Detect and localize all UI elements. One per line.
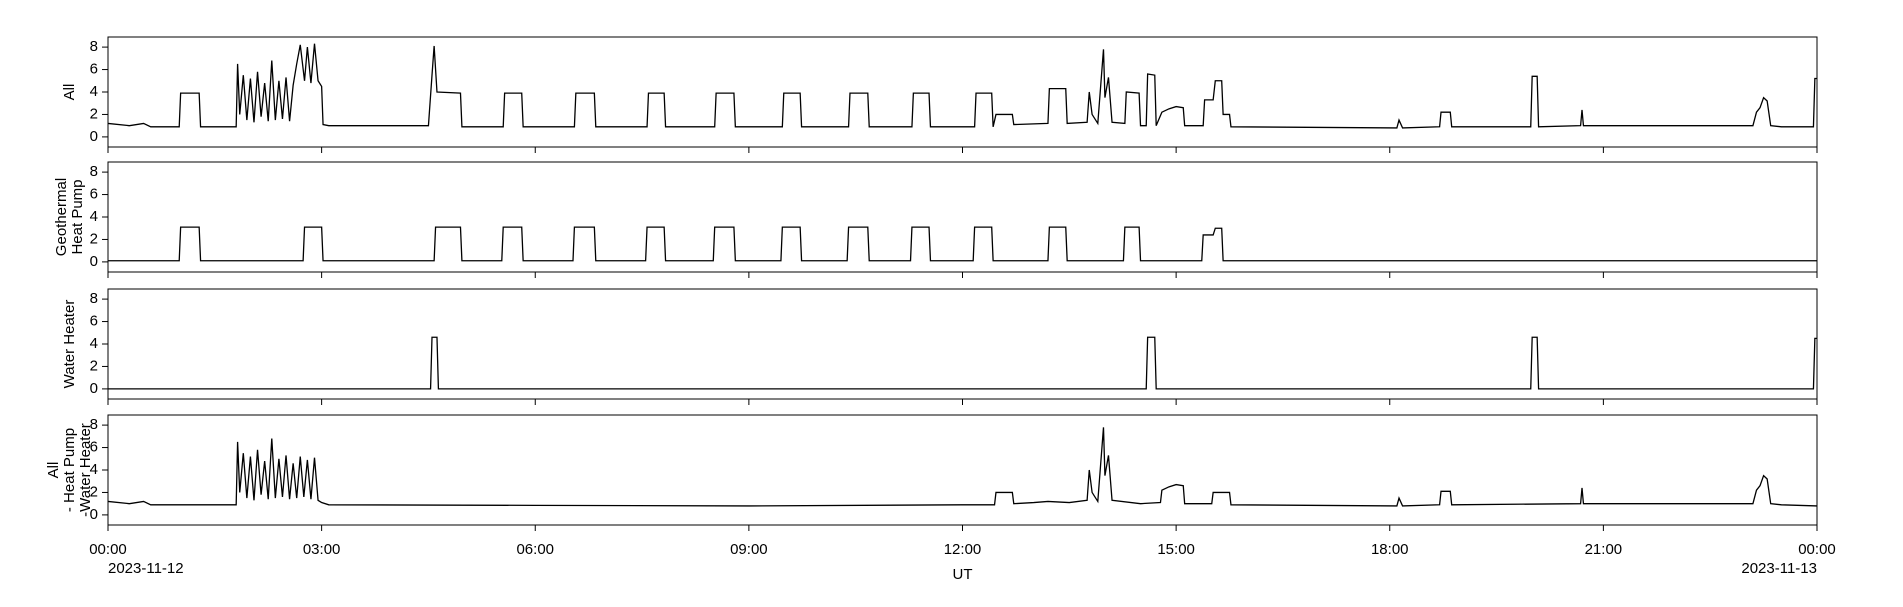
x-date-label: 2023-11-13 [1741, 560, 1817, 577]
y-tick-label: 4 [90, 335, 98, 352]
plot-frame [107, 414, 1818, 526]
plot-frame [107, 161, 1818, 273]
y-axis-label: - Heat Pump [61, 428, 78, 512]
x-tick-label: 00:00 [89, 541, 127, 558]
x-tick-label: 21:00 [1585, 541, 1623, 558]
y-tick-label: 6 [90, 186, 98, 203]
y-tick-label: 4 [90, 461, 98, 478]
x-tick-label: 18:00 [1371, 541, 1409, 558]
x-date-label: 2023-11-12 [108, 560, 184, 577]
y-tick-label: 6 [90, 61, 98, 78]
y-axis-label: All [61, 84, 78, 101]
y-tick-label: 0 [90, 380, 98, 397]
y-axis-label: Water Heater [61, 300, 78, 389]
y-tick-label: 4 [90, 208, 98, 225]
y-tick-label: 2 [90, 357, 98, 374]
y-axis-label: -Water Heater [77, 423, 94, 517]
y-tick-label: 6 [90, 313, 98, 330]
series-line [107, 427, 1818, 507]
y-axis-label: Geothermal [53, 178, 70, 256]
y-tick-label: 8 [90, 38, 98, 55]
y-tick-label: 8 [90, 416, 98, 433]
y-tick-label: 4 [90, 83, 98, 100]
y-axis-label: Heat Pump [69, 179, 86, 254]
plot-frame [107, 288, 1818, 400]
series-line [107, 43, 1817, 129]
y-tick-label: 2 [90, 483, 98, 500]
y-tick-label: 6 [90, 439, 98, 456]
x-tick-label: 03:00 [303, 541, 341, 558]
series-line [108, 226, 1817, 262]
y-tick-label: 8 [90, 290, 98, 307]
series-line [108, 336, 1817, 390]
y-tick-label: 0 [90, 253, 98, 270]
y-tick-label: 2 [90, 230, 98, 247]
x-tick-label: 09:00 [730, 541, 768, 558]
y-tick-label: 8 [90, 163, 98, 180]
x-tick-label: 00:00 [1798, 541, 1836, 558]
x-tick-label: 15:00 [1157, 541, 1195, 558]
y-axis-label: All [45, 462, 62, 479]
y-tick-label: 2 [90, 105, 98, 122]
y-tick-label: 0 [90, 128, 98, 145]
x-tick-label: 12:00 [944, 541, 982, 558]
y-tick-label: 0 [90, 506, 98, 523]
x-axis-label: UT [953, 566, 973, 583]
x-tick-label: 06:00 [516, 541, 554, 558]
plot-frame [107, 36, 1818, 148]
